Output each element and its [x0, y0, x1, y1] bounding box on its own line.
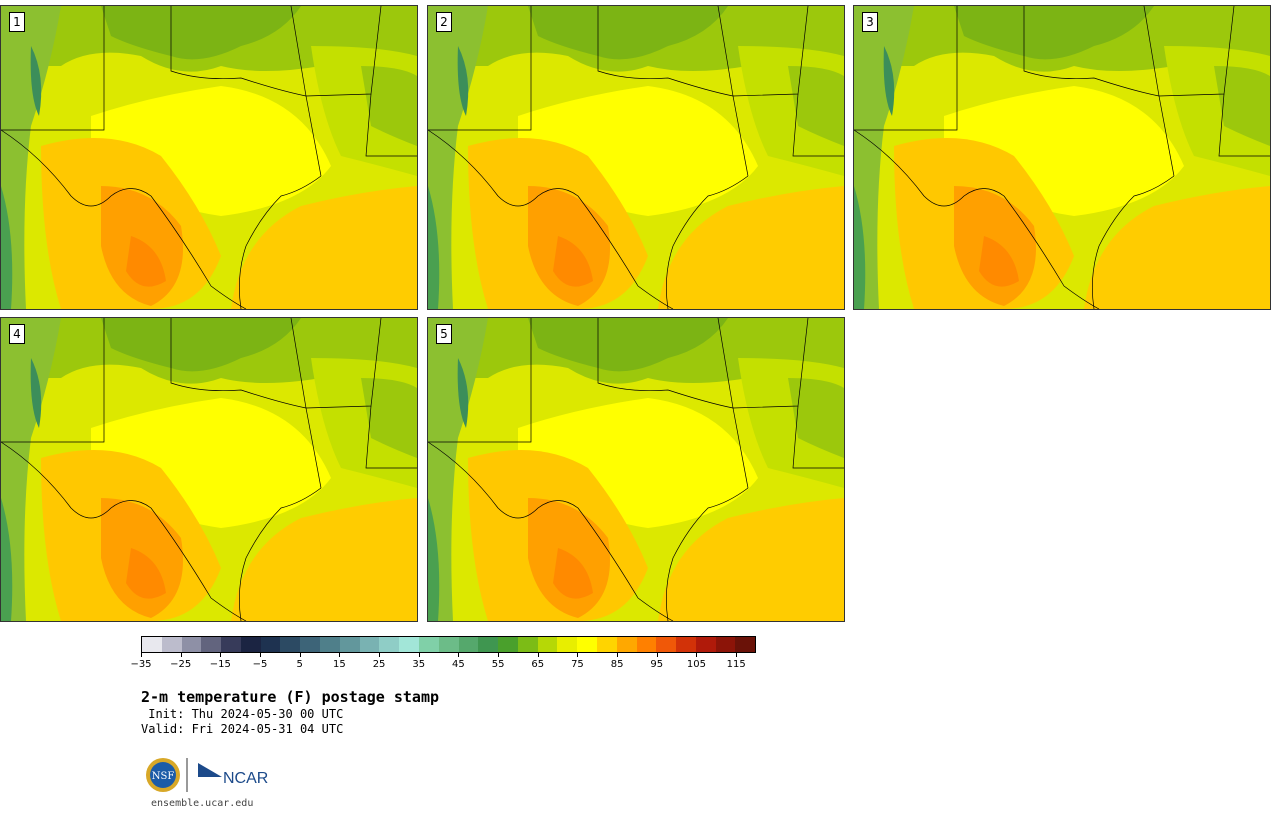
colorbar-swatch — [359, 637, 380, 652]
colorbar-swatch — [260, 637, 281, 652]
map-panel-1: 1 — [0, 5, 418, 310]
colorbar-ticks: −35 −25 −15 −5 5 15 25 35 45 55 65 75 85 95 105 115 — [130, 653, 756, 673]
colorbar-tick — [260, 653, 262, 657]
colorbar-tick — [458, 653, 460, 657]
colorbar-tick — [696, 653, 698, 657]
colorbar-tick-label: 5 — [296, 659, 303, 670]
colorbar-tick — [180, 653, 182, 657]
svg-text:NSF: NSF — [152, 771, 175, 782]
colorbar-swatch — [399, 637, 419, 652]
colorbar-tick-label: −25 — [170, 659, 192, 670]
colorbar-tick — [418, 653, 420, 657]
colorbar-tick-label: 105 — [686, 659, 707, 670]
colorbar-swatch — [616, 637, 637, 652]
map-panel-2: 2 — [427, 5, 845, 310]
colorbar-swatch — [498, 637, 518, 652]
colorbar-swatch — [596, 637, 617, 652]
colorbar-tick-label: −15 — [209, 659, 231, 670]
colorbar-swatch — [676, 637, 696, 652]
colorbar-tick-label: −5 — [252, 659, 268, 670]
colorbar-swatch — [735, 637, 756, 652]
logos: NSF NCAR — [146, 758, 268, 792]
colorbar-swatch — [418, 637, 439, 652]
colorbar-swatch — [695, 637, 716, 652]
colorbar-tick — [656, 653, 658, 657]
map-panel-5: 5 — [427, 317, 845, 622]
colorbar-tick-label: 65 — [531, 659, 545, 670]
ncar-logo-icon: NCAR — [198, 763, 268, 787]
temperature-map — [428, 318, 844, 621]
colorbar-tick — [498, 653, 500, 657]
colorbar-tick — [736, 653, 738, 657]
svg-text:NCAR: NCAR — [223, 770, 268, 787]
colorbar-swatch — [656, 637, 677, 652]
panel-number: 2 — [436, 12, 452, 32]
colorbar-tick-label: 15 — [333, 659, 346, 670]
colorbar-swatch — [517, 637, 538, 652]
colorbar-swatch — [379, 637, 400, 652]
colorbar-swatch — [636, 637, 657, 652]
colorbar-tick — [220, 653, 222, 657]
colorbar-swatch — [161, 637, 182, 652]
colorbar-tick — [339, 653, 341, 657]
colorbar-swatch — [221, 637, 241, 652]
colorbar-swatch — [142, 637, 162, 652]
temperature-map — [854, 6, 1270, 309]
colorbar-swatch — [577, 637, 597, 652]
colorbar-swatch — [240, 637, 261, 652]
website-url: ensemble.ucar.edu — [151, 798, 254, 809]
colorbar-swatch — [201, 637, 222, 652]
colorbar-tick — [577, 653, 579, 657]
colorbar-tick-label: 95 — [650, 659, 664, 670]
panel-number: 1 — [9, 12, 25, 32]
colorbar-swatch — [300, 637, 321, 652]
colorbar-swatch — [320, 637, 340, 652]
colorbar-tick-label: 25 — [372, 659, 386, 670]
colorbar-tick-label: 115 — [726, 659, 746, 670]
map-panel-4: 4 — [0, 317, 418, 622]
colorbar-swatch — [339, 637, 360, 652]
panel-number: 5 — [436, 324, 452, 344]
colorbar-tick — [379, 653, 381, 657]
colorbar-swatch — [557, 637, 578, 652]
valid-time: Valid: Fri 2024-05-31 04 UTC — [141, 722, 344, 736]
colorbar-tick-label: 35 — [412, 659, 426, 670]
colorbar-tick-label: 85 — [610, 659, 624, 670]
colorbar-tick-label: −35 — [130, 659, 152, 670]
temperature-map — [1, 6, 417, 309]
temperature-map — [1, 318, 417, 621]
colorbar-tick — [537, 653, 539, 657]
panel-number: 3 — [862, 12, 878, 32]
colorbar-swatch — [478, 637, 499, 652]
colorbar-swatch — [715, 637, 736, 652]
chart-title: 2-m temperature (F) postage stamp — [141, 688, 440, 706]
nsf-logo-icon: NSF — [146, 758, 180, 792]
colorbar-tick — [141, 653, 142, 657]
map-panel-3: 3 — [853, 5, 1271, 310]
colorbar-swatch — [280, 637, 301, 652]
colorbar-swatch — [181, 637, 202, 652]
temperature-map — [428, 6, 844, 309]
colorbar-swatch — [537, 637, 558, 652]
init-time: Init: Thu 2024-05-30 00 UTC — [141, 707, 344, 721]
colorbar — [141, 636, 756, 653]
colorbar-tick-label: 75 — [571, 659, 584, 670]
colorbar-tick — [299, 653, 301, 657]
colorbar-tick-label: 55 — [491, 659, 505, 670]
colorbar-tick — [617, 653, 619, 657]
colorbar-swatch — [438, 637, 459, 652]
colorbar-tick-label: 45 — [452, 659, 465, 670]
colorbar-swatch — [458, 637, 479, 652]
panel-number: 4 — [9, 324, 25, 344]
